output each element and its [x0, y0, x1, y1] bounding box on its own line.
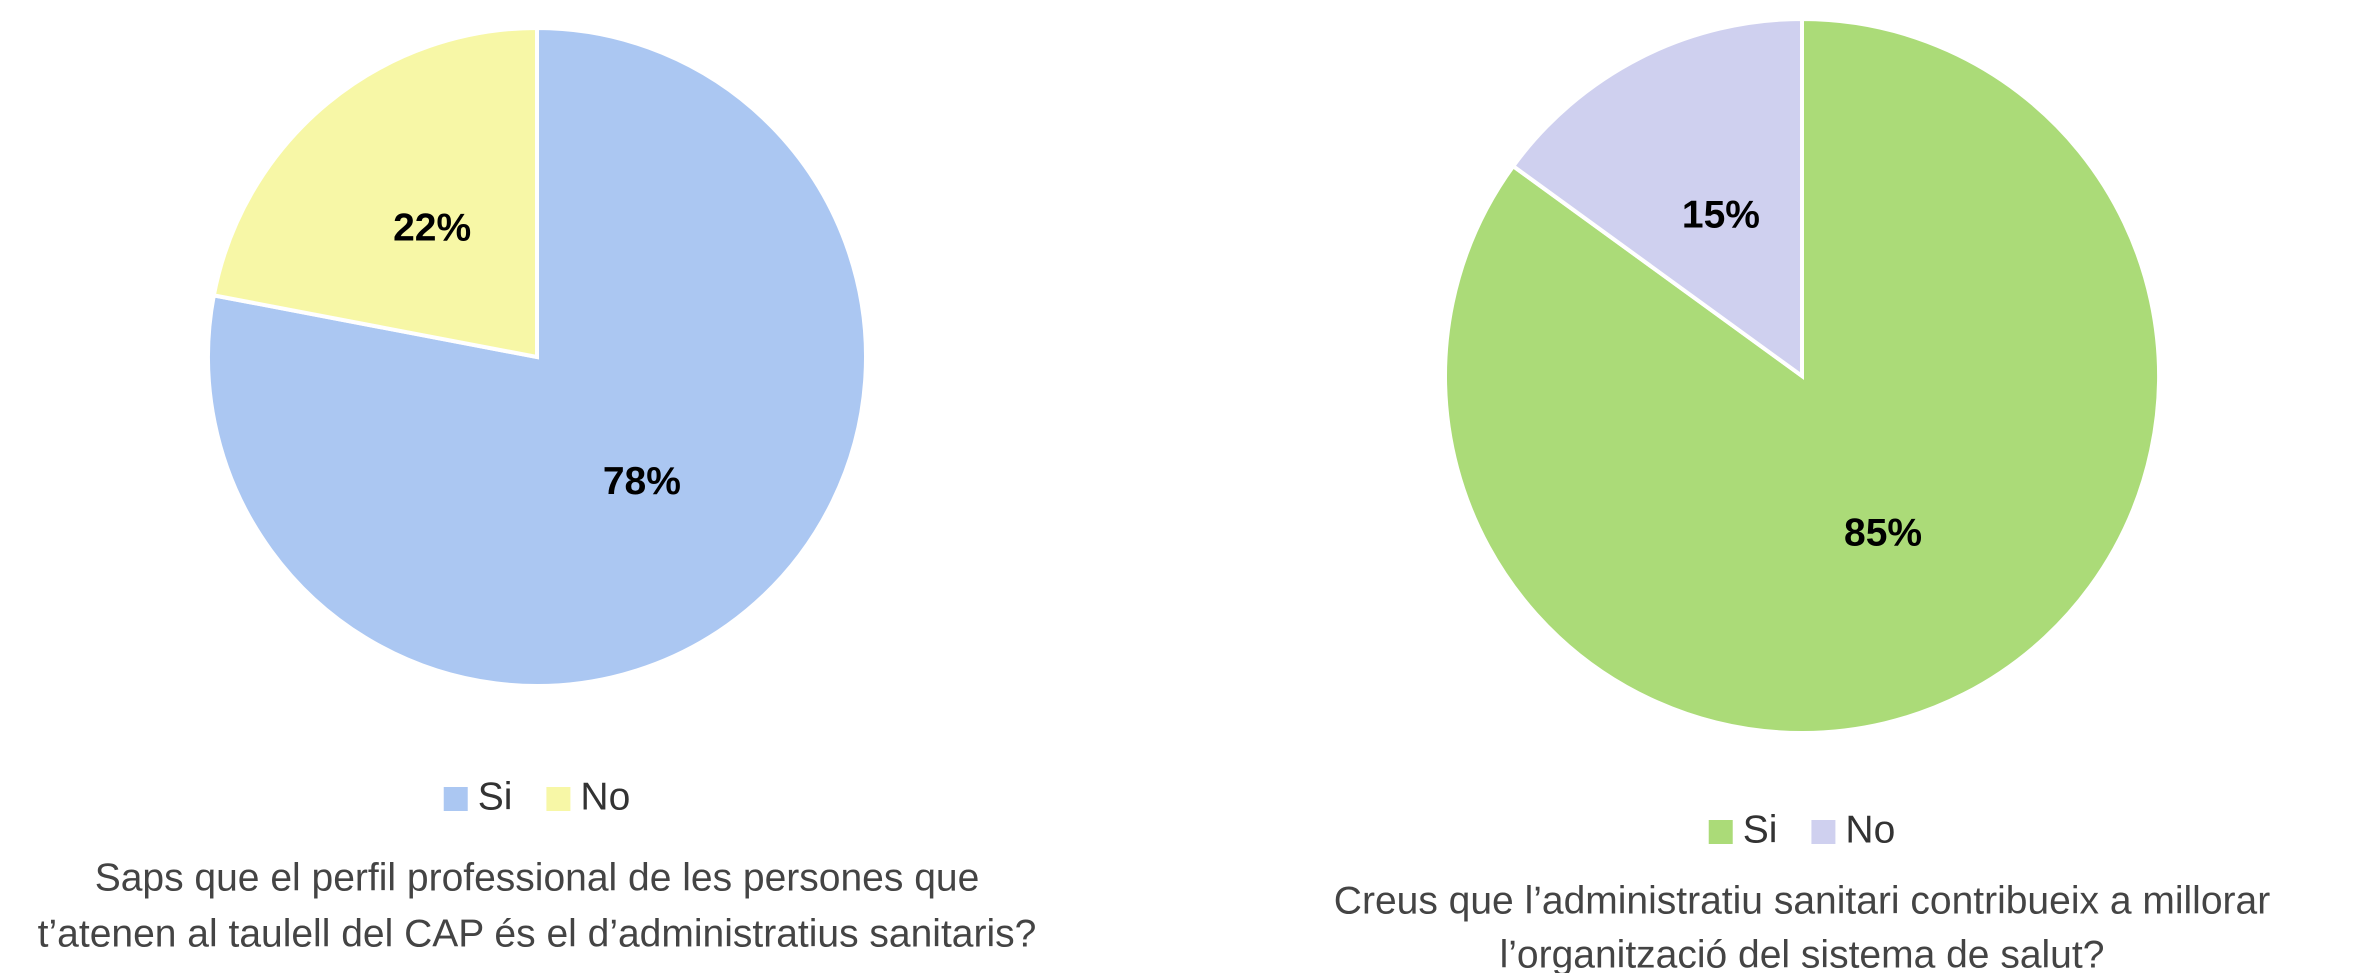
- legend-label: Si: [1743, 808, 1778, 851]
- data-label: 22%: [393, 207, 471, 250]
- legend-swatch: [1811, 820, 1836, 844]
- legend-label: Si: [478, 775, 513, 818]
- chart-caption: Saps que el perfil professional de les p…: [95, 856, 980, 899]
- legend-label: No: [580, 775, 630, 818]
- data-label: 85%: [1844, 511, 1922, 554]
- chart-caption: Creus que l’administratiu sanitari contr…: [1334, 879, 2270, 922]
- legend-swatch: [546, 787, 571, 811]
- chart-caption: t’atenen al taulell del CAP és el d’admi…: [38, 912, 1037, 955]
- chart-caption: l’organització del sistema de salut?: [1500, 933, 2105, 973]
- pie-slice: [211, 25, 539, 360]
- data-label: 78%: [603, 460, 681, 503]
- pie-slice: [1510, 16, 1804, 380]
- legend-label: No: [1845, 808, 1895, 851]
- data-label: 15%: [1682, 193, 1760, 236]
- pie-slice: [206, 25, 868, 688]
- legend-swatch: [443, 787, 468, 811]
- legend-swatch: [1708, 820, 1733, 844]
